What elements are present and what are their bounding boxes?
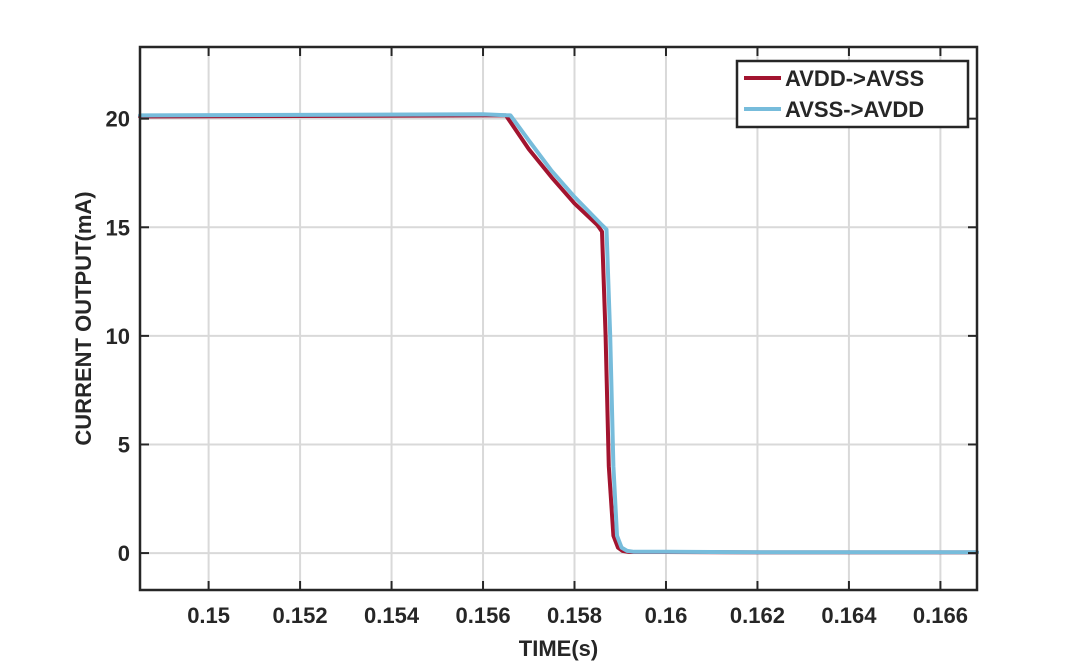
plot-area — [138, 112, 979, 555]
legend-label: AVDD->AVSS — [785, 66, 924, 91]
y-axis-label: CURRENT OUTPUT(mA) — [71, 191, 96, 445]
x-tick-label: 0.16 — [645, 603, 688, 628]
y-tick-label: 15 — [106, 215, 130, 240]
grid-lines — [140, 47, 977, 590]
legend-box — [735, 59, 970, 129]
y-tick-label: 0 — [118, 541, 130, 566]
y-tick-label: 5 — [118, 432, 130, 457]
legend-label: AVSS->AVDD — [785, 97, 924, 122]
x-axis-label: TIME(s) — [519, 636, 598, 661]
axes-frame — [138, 45, 979, 592]
y-tick-label: 10 — [106, 324, 130, 349]
legend: AVDD->AVSS AVSS->AVDD — [735, 59, 970, 129]
x-tick-label: 0.166 — [913, 603, 968, 628]
y-tick-label: 20 — [106, 107, 130, 132]
x-tick-label: 0.15 — [187, 603, 230, 628]
series-line-1 — [138, 112, 979, 555]
axis-ticks: 0.15 0.152 0.154 0.156 0.158 0.16 0.162 0.164 0.… — [106, 47, 977, 628]
x-tick-label: 0.156 — [456, 603, 511, 628]
x-tick-label: 0.154 — [364, 603, 420, 628]
x-tick-label: 0.152 — [273, 603, 328, 628]
x-tick-label: 0.158 — [547, 603, 602, 628]
x-tick-label: 0.162 — [730, 603, 785, 628]
x-tick-label: 0.164 — [821, 603, 877, 628]
